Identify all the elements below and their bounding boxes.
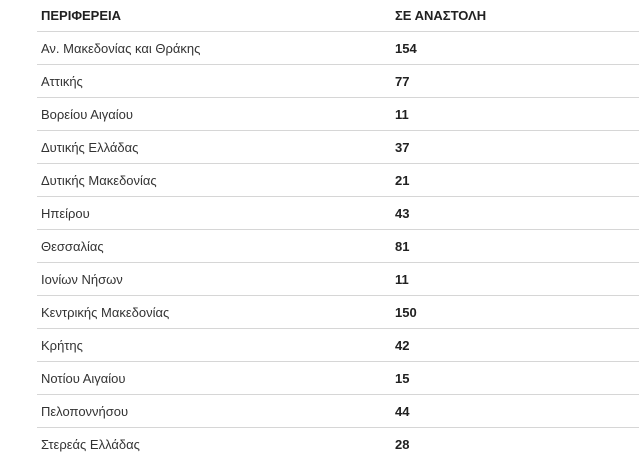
table-row: Αττικής 77 bbox=[37, 64, 639, 98]
suspended-count-cell: 43 bbox=[391, 196, 639, 230]
suspended-count-cell: 154 bbox=[391, 31, 639, 65]
region-name-cell: Δυτικής Ελλάδας bbox=[37, 130, 391, 164]
suspended-count-cell: 11 bbox=[391, 97, 639, 131]
table-row: Πελοποννήσου 44 bbox=[37, 394, 639, 428]
table-row: Νοτίου Αιγαίου 15 bbox=[37, 361, 639, 395]
table-row: Κεντρικής Μακεδονίας 150 bbox=[37, 295, 639, 329]
regions-suspension-table: ΠΕΡΙΦΕΡΕΙΑ ΣΕ ΑΝΑΣΤΟΛΗ Αν. Μακεδονίας κα… bbox=[37, 0, 639, 459]
table-row: Δυτικής Ελλάδας 37 bbox=[37, 130, 639, 164]
column-header-region: ΠΕΡΙΦΕΡΕΙΑ bbox=[37, 0, 391, 32]
suspended-count-cell: 42 bbox=[391, 328, 639, 362]
region-name-cell: Κρήτης bbox=[37, 328, 391, 362]
table-row: Ηπείρου 43 bbox=[37, 196, 639, 230]
region-name-cell: Νοτίου Αιγαίου bbox=[37, 361, 391, 395]
table-header-row: ΠΕΡΙΦΕΡΕΙΑ ΣΕ ΑΝΑΣΤΟΛΗ bbox=[37, 0, 639, 32]
region-name-cell: Ιονίων Νήσων bbox=[37, 262, 391, 296]
suspended-count-cell: 28 bbox=[391, 427, 639, 459]
table-row: Ιονίων Νήσων 11 bbox=[37, 262, 639, 296]
region-name-cell: Βορείου Αιγαίου bbox=[37, 97, 391, 131]
region-name-cell: Αττικής bbox=[37, 64, 391, 98]
suspended-count-cell: 15 bbox=[391, 361, 639, 395]
region-name-cell: Αν. Μακεδονίας και Θράκης bbox=[37, 31, 391, 65]
region-name-cell: Στερεάς Ελλάδας bbox=[37, 427, 391, 459]
region-name-cell: Δυτικής Μακεδονίας bbox=[37, 163, 391, 197]
column-header-suspended: ΣΕ ΑΝΑΣΤΟΛΗ bbox=[391, 0, 639, 32]
suspended-count-cell: 150 bbox=[391, 295, 639, 329]
region-name-cell: Πελοποννήσου bbox=[37, 394, 391, 428]
suspended-count-cell: 77 bbox=[391, 64, 639, 98]
table-row: Αν. Μακεδονίας και Θράκης 154 bbox=[37, 31, 639, 65]
suspended-count-cell: 44 bbox=[391, 394, 639, 428]
suspended-count-cell: 21 bbox=[391, 163, 639, 197]
region-name-cell: Κεντρικής Μακεδονίας bbox=[37, 295, 391, 329]
table-row: Δυτικής Μακεδονίας 21 bbox=[37, 163, 639, 197]
suspended-count-cell: 37 bbox=[391, 130, 639, 164]
table-body: Αν. Μακεδονίας και Θράκης 154 Αττικής 77… bbox=[37, 31, 639, 459]
suspended-count-cell: 11 bbox=[391, 262, 639, 296]
table-row: Κρήτης 42 bbox=[37, 328, 639, 362]
region-name-cell: Ηπείρου bbox=[37, 196, 391, 230]
table-row: Θεσσαλίας 81 bbox=[37, 229, 639, 263]
table-row: Βορείου Αιγαίου 11 bbox=[37, 97, 639, 131]
region-name-cell: Θεσσαλίας bbox=[37, 229, 391, 263]
regions-table-container: ΠΕΡΙΦΕΡΕΙΑ ΣΕ ΑΝΑΣΤΟΛΗ Αν. Μακεδονίας κα… bbox=[37, 0, 640, 459]
table-row: Στερεάς Ελλάδας 28 bbox=[37, 427, 639, 459]
suspended-count-cell: 81 bbox=[391, 229, 639, 263]
